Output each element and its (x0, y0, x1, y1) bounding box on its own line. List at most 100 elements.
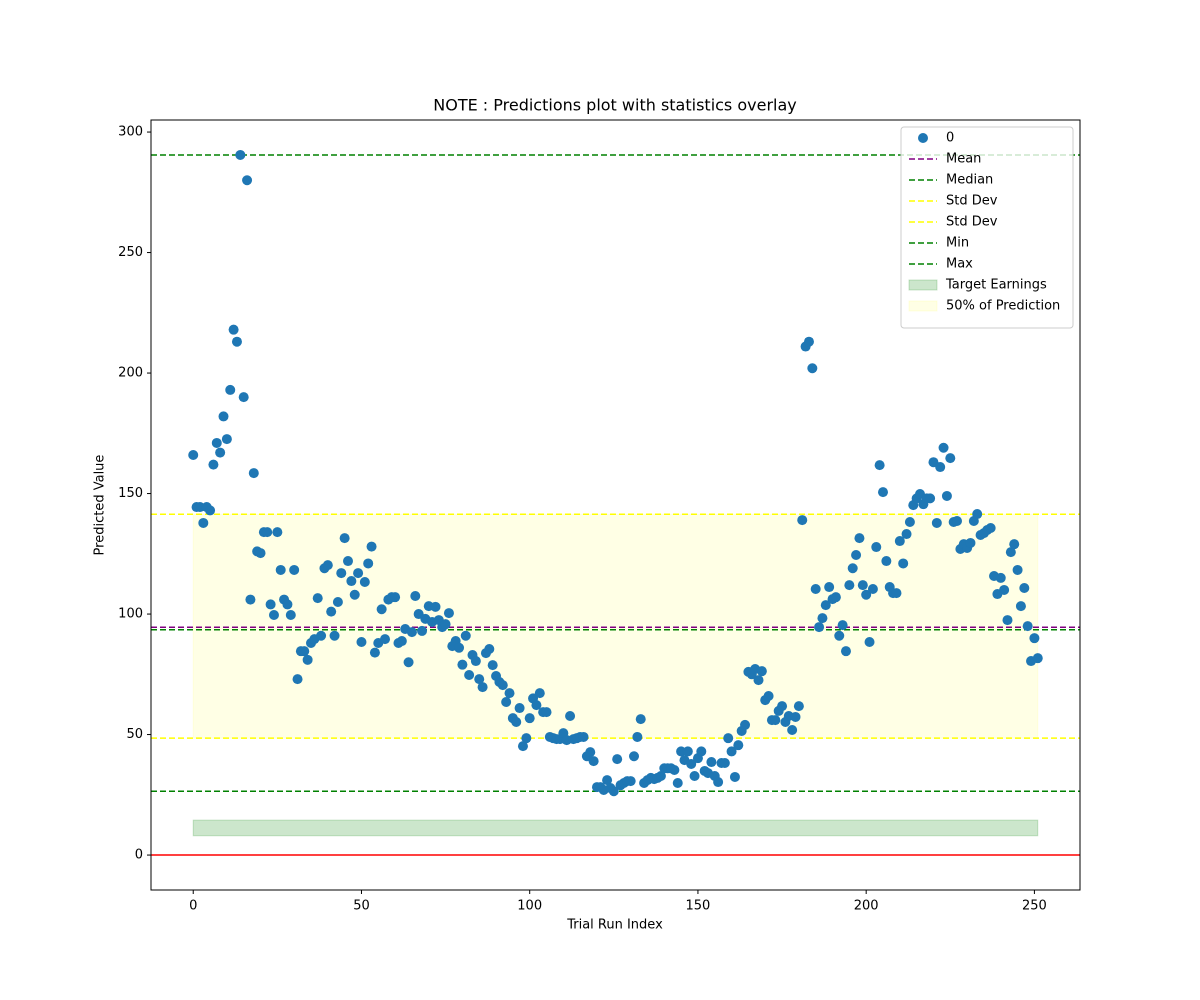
point (602, 775, 613, 786)
point (713, 777, 724, 788)
point (275, 564, 286, 575)
point (807, 363, 818, 374)
point (706, 757, 717, 768)
point (810, 583, 821, 594)
point (763, 690, 774, 701)
band (192, 819, 1039, 837)
point (837, 620, 848, 631)
point (877, 487, 888, 498)
point (265, 599, 276, 610)
point (396, 636, 407, 647)
axes-frame (150, 119, 1081, 891)
point (339, 533, 350, 544)
point (655, 771, 666, 782)
point (931, 517, 942, 528)
legend-label: Median (946, 173, 993, 188)
point (898, 558, 909, 569)
point (817, 613, 828, 624)
point (632, 731, 643, 742)
point (726, 746, 737, 757)
point (840, 646, 851, 657)
point (531, 700, 542, 711)
point (353, 568, 364, 579)
point (221, 434, 232, 445)
x-tick-label: 50 (353, 899, 370, 914)
point (945, 453, 956, 464)
point (380, 634, 391, 645)
point (733, 740, 744, 751)
point (443, 608, 454, 619)
y-tick-label: 50 (126, 727, 143, 742)
x-axis-label: Trial Run Index (566, 918, 663, 933)
legend-label: 50% of Prediction (946, 299, 1060, 314)
point (417, 625, 428, 636)
point (225, 384, 236, 395)
point (793, 701, 804, 712)
legend-box (900, 126, 1074, 329)
point (1032, 653, 1043, 664)
point (985, 523, 996, 534)
point (511, 717, 522, 728)
point (282, 599, 293, 610)
point (635, 714, 646, 725)
point (242, 175, 253, 186)
y-tick-label: 150 (118, 486, 143, 501)
point (235, 149, 246, 160)
point (861, 589, 872, 600)
point (686, 758, 697, 769)
point (262, 527, 273, 538)
y-tick-label: 250 (118, 245, 143, 260)
x-tick-label: 150 (686, 899, 711, 914)
point (541, 707, 552, 718)
point (228, 324, 239, 335)
point (245, 594, 256, 605)
point (723, 733, 734, 744)
point (867, 583, 878, 594)
point (756, 666, 767, 677)
point (790, 711, 801, 722)
point (854, 533, 865, 544)
point (406, 627, 417, 638)
point (326, 606, 337, 617)
point (891, 588, 902, 599)
point (608, 786, 619, 797)
point (1009, 539, 1020, 550)
point (672, 777, 683, 788)
point (376, 604, 387, 615)
point (999, 584, 1010, 595)
point (363, 558, 374, 569)
y-tick-label: 200 (118, 366, 143, 381)
point (995, 572, 1006, 583)
point (612, 754, 623, 765)
point (464, 670, 475, 681)
legend-label: Std Dev (946, 194, 998, 209)
point (803, 336, 814, 347)
point (814, 622, 825, 633)
point (457, 659, 468, 670)
point (198, 517, 209, 528)
point (787, 724, 798, 735)
point (366, 541, 377, 552)
point (830, 592, 841, 603)
point (292, 674, 303, 685)
legend: 0 Mean Median Std Dev Std Dev Min Max Target Ea… (900, 126, 1074, 329)
point (871, 542, 882, 553)
point (578, 731, 589, 742)
point (834, 630, 845, 641)
point (524, 713, 535, 724)
point (753, 675, 764, 686)
y-tick-label: 100 (118, 607, 143, 622)
point (484, 643, 495, 654)
legend-marker (918, 133, 928, 143)
point (316, 630, 327, 641)
legend-marker (908, 279, 938, 291)
point (238, 392, 249, 403)
y-tick-label: 0 (135, 848, 143, 863)
point (208, 459, 219, 470)
point (218, 411, 229, 422)
point (312, 593, 323, 604)
legend-label: Max (946, 257, 973, 272)
point (205, 505, 216, 516)
